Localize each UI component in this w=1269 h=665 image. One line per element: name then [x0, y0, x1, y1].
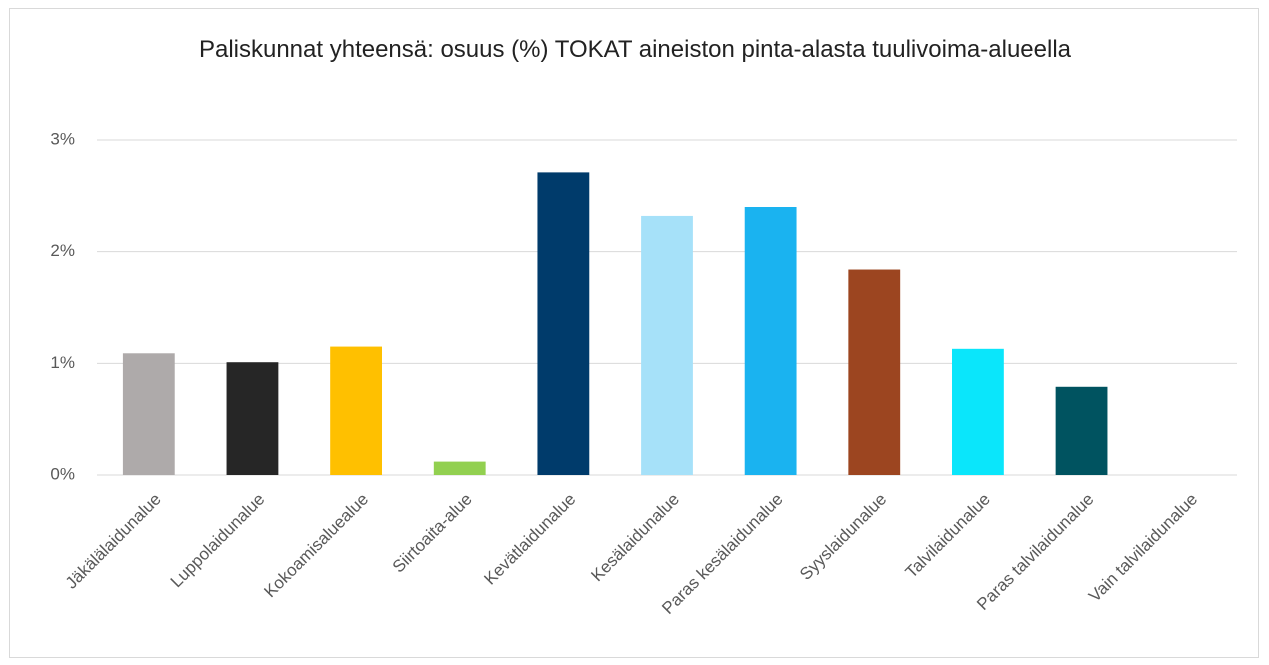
x-tick-label: Vain talvilaidunalue	[1085, 490, 1201, 606]
x-tick-label: Paras talvilaidunalue	[973, 490, 1097, 614]
bar	[744, 207, 797, 475]
chart-title: Paliskunnat yhteensä: osuus (%) TOKAT ai…	[198, 36, 1072, 63]
bar	[122, 353, 175, 475]
x-tick-label: Jäkälälaidunalue	[62, 490, 165, 593]
bar	[848, 269, 901, 475]
x-tick-label: Kesälaidunalue	[587, 490, 683, 586]
bar	[537, 172, 590, 475]
bar	[1055, 386, 1108, 475]
y-tick-label: 0%	[50, 464, 75, 483]
y-tick-label: 2%	[50, 241, 75, 260]
chart-frame	[9, 8, 1259, 658]
y-tick-label: 3%	[50, 129, 75, 148]
x-tick-label: Siirtoaita-alue	[389, 490, 476, 577]
bar	[641, 215, 693, 475]
bar	[952, 348, 1004, 475]
x-tick-label: Paras kesälaidunalue	[658, 490, 786, 618]
y-tick-label: 1%	[50, 353, 75, 372]
x-tick-label: Kevätlaidunalue	[480, 490, 579, 589]
x-tick-label: Syyslaidunalue	[796, 490, 890, 584]
bar	[330, 346, 382, 475]
x-tick-label: Luppolaidunalue	[167, 490, 269, 592]
bar	[433, 461, 486, 475]
x-tick-label: Talvilaidunalue	[902, 490, 994, 582]
bar	[226, 362, 279, 475]
x-tick-label: Kokoamisaluealue	[260, 490, 372, 602]
